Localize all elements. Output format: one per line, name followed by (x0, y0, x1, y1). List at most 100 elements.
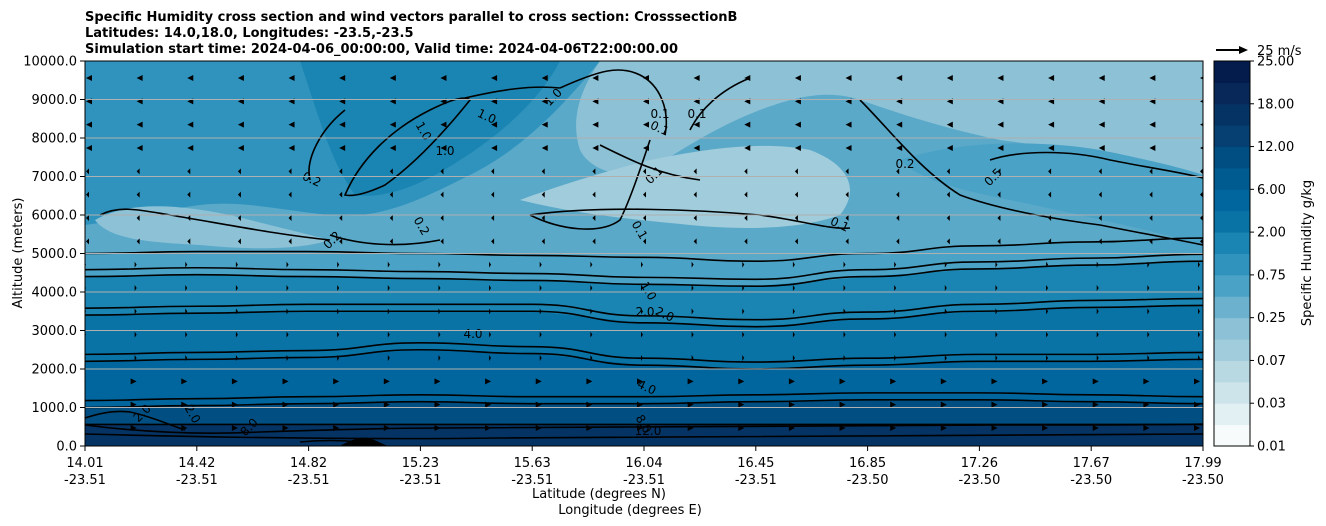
wind-vector (134, 308, 137, 315)
wind-vector (1092, 378, 1099, 385)
wind-vector (286, 308, 289, 315)
colorbar-tick-label: 18.00 (1257, 97, 1294, 112)
wind-vector (693, 121, 700, 128)
wind-vector (742, 331, 745, 338)
x-tick-label-lon: -23.51 (623, 473, 665, 488)
contour-line-upper-1 (329, 234, 441, 246)
x-tick-label-lon: -23.51 (288, 473, 330, 488)
wind-vector (586, 425, 593, 431)
wind-vector (590, 308, 593, 315)
wind-vector (744, 168, 748, 175)
wind-vector (643, 168, 646, 175)
wind-vector (339, 145, 346, 151)
contour-line-upper-3 (464, 86, 561, 99)
wind-vector (1194, 378, 1200, 385)
terrain-bump (340, 437, 388, 446)
wind-vector (389, 191, 393, 198)
wind-vector (997, 121, 1004, 128)
wind-vector (485, 425, 492, 431)
wind-vector (742, 355, 745, 361)
wind-vector (1200, 238, 1203, 245)
colorbar-tick-label: 12.00 (1257, 140, 1294, 155)
wind-vector (794, 215, 798, 221)
wind-vector (387, 355, 390, 361)
wind-vector (387, 285, 390, 291)
wind-vector (440, 238, 444, 245)
wind-vector (339, 75, 346, 81)
wind-vector (1096, 331, 1099, 338)
wind-vector (1149, 191, 1153, 198)
wind-vector (894, 261, 897, 268)
wind-vector (896, 168, 900, 175)
wind-vector (288, 238, 292, 245)
wind-vector (845, 215, 849, 221)
wind-vector (389, 238, 393, 245)
y-tick-label: 8000.0 (32, 132, 78, 147)
wind-vector (288, 75, 295, 81)
wind-vector (641, 261, 643, 268)
wind-vector (440, 145, 447, 151)
wind-vector (1098, 238, 1102, 245)
wind-vector (592, 238, 596, 245)
wind-vector (693, 168, 697, 175)
wind-vector (187, 75, 194, 81)
wind-vector (794, 75, 801, 81)
wind-vector (541, 168, 545, 175)
wind-vector (845, 168, 849, 175)
wind-vector (288, 215, 292, 221)
wind-vector (541, 191, 545, 198)
wind-vector (181, 425, 188, 431)
contour-line-secondary-lower-mid (85, 392, 1203, 402)
wind-vector (845, 121, 852, 128)
wind-vector (997, 215, 1001, 221)
wind-vector (592, 75, 599, 81)
wind-vector (691, 308, 694, 315)
wind-vector (944, 355, 947, 361)
colorbar-segment (1214, 61, 1250, 83)
wind-vector (637, 401, 643, 408)
wind-vector (288, 145, 295, 151)
wind-vector (738, 401, 745, 408)
wind-vector (794, 168, 798, 175)
x-axis-label-longitude: Longitude (degrees E) (558, 503, 702, 518)
quiver-key-label: 25 m/s (1257, 44, 1302, 59)
contour-line-secondary-mixed-layer (85, 342, 1203, 363)
wind-vector (187, 145, 194, 151)
wind-vector (637, 425, 643, 431)
wind-vector (1200, 123, 1203, 127)
wind-vector (995, 261, 998, 268)
wind-vector (389, 145, 396, 151)
wind-vector (134, 285, 137, 291)
wind-vector (843, 331, 846, 338)
wind-vector (946, 168, 950, 175)
wind-vector (383, 425, 390, 431)
wind-vector (944, 331, 947, 338)
wind-vector (693, 215, 697, 221)
wind-vector (1200, 99, 1203, 103)
wind-vector (288, 168, 292, 175)
wind-vector (940, 401, 947, 408)
wind-vector (744, 75, 751, 81)
wind-vector (438, 331, 441, 338)
wind-vector (1147, 331, 1150, 338)
wind-vector (288, 121, 295, 128)
y-tick-label: 10000.0 (23, 55, 77, 70)
wind-vector (387, 261, 390, 268)
wind-vector (1149, 121, 1156, 128)
wind-vector (286, 355, 289, 361)
right-midlevel-moist (900, 143, 1203, 245)
x-tick-label-lat: 16.45 (737, 456, 774, 471)
wind-vector (438, 285, 441, 291)
wind-vector (489, 331, 492, 338)
wind-vector (845, 75, 852, 81)
wind-vector (997, 75, 1004, 81)
wind-vector (744, 215, 748, 221)
wind-vector (1149, 215, 1153, 221)
wind-vector (742, 285, 745, 291)
x-tick-label-lat: 17.99 (1184, 456, 1221, 471)
wind-vector (491, 168, 495, 175)
colorbar-tick-label: 0.01 (1257, 440, 1286, 455)
wind-vector (738, 378, 745, 385)
wind-vector (1149, 238, 1153, 245)
colorbar-segment (1214, 296, 1250, 319)
